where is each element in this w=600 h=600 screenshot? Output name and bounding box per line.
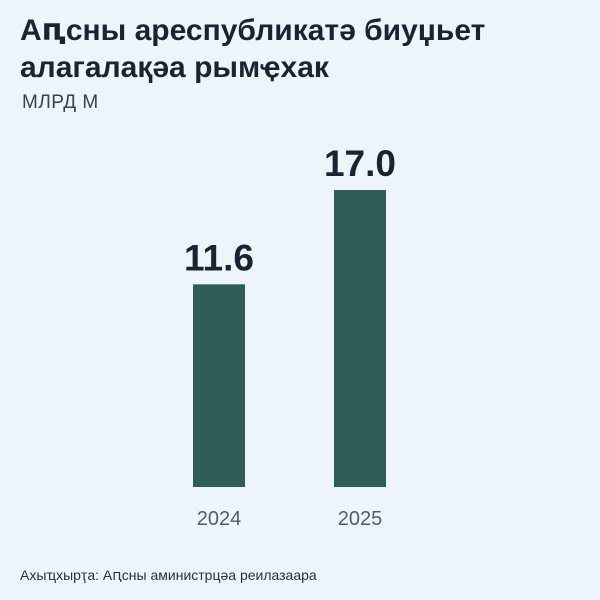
x-tick-label-2025: 2025 — [338, 508, 383, 530]
value-label-2025: 17.0 — [324, 143, 396, 184]
x-tick-label-2024: 2024 — [197, 508, 242, 530]
chart-title-line-1: Аԥсны ареспубликатә биуџьет — [20, 14, 486, 47]
chart-title: Аԥсны ареспубликатә биуџьет алагалақәа р… — [20, 12, 580, 86]
bar-2025 — [334, 190, 386, 487]
unit-label: МЛРД М — [22, 92, 99, 113]
source-note: Ахыҵхырҭа: Аԥсны аминистрцәа реилазаара — [20, 567, 317, 583]
bar-2024 — [193, 284, 245, 487]
value-label-2024: 11.6 — [184, 237, 254, 278]
chart-title-line-2: алагалақәа рымҿхак — [20, 51, 329, 84]
